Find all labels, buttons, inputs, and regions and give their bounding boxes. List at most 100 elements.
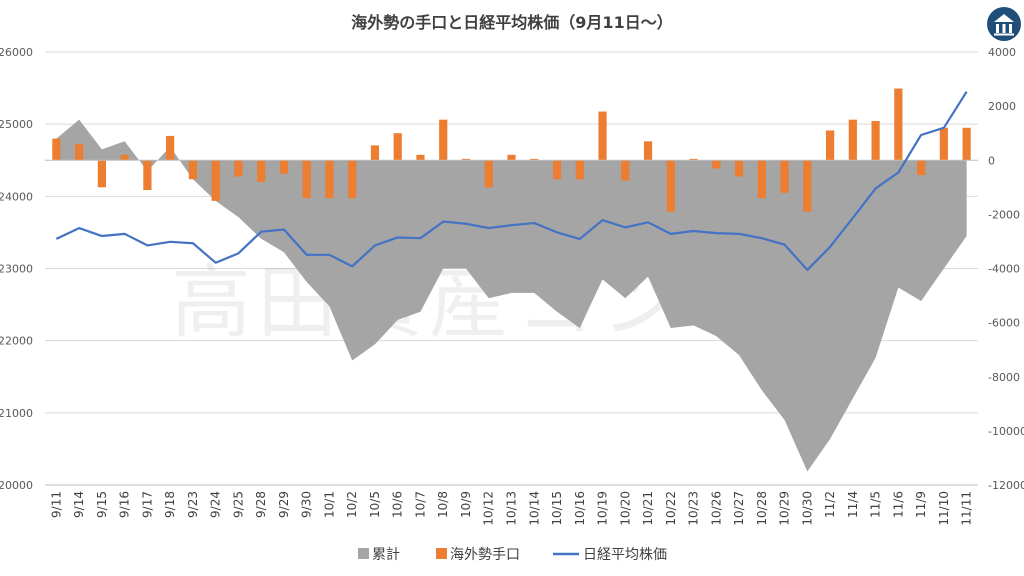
x-tick-label: 10/5 <box>368 491 382 518</box>
left-tick-label: 23000 <box>0 263 33 276</box>
x-tick-label: 10/16 <box>573 491 587 526</box>
logo-base <box>994 33 1014 36</box>
bar <box>143 160 152 191</box>
bar <box>416 154 425 161</box>
x-tick-label: 10/28 <box>755 491 769 526</box>
right-tick-label: -10000 <box>988 425 1024 438</box>
x-tick-label: 11/2 <box>823 491 837 518</box>
legend-swatch <box>358 548 369 559</box>
x-tick-label: 9/25 <box>231 491 245 518</box>
x-tick-label: 9/17 <box>140 491 154 518</box>
x-tick-label: 10/12 <box>482 491 496 526</box>
logo-pillar <box>1009 24 1012 33</box>
x-tick-label: 10/13 <box>505 491 519 526</box>
bar <box>598 111 607 161</box>
bar <box>52 138 61 161</box>
bar <box>621 160 630 181</box>
bar <box>257 160 266 182</box>
bar <box>643 141 653 161</box>
bar <box>439 119 448 161</box>
bar <box>75 144 84 161</box>
left-tick-label: 21000 <box>0 407 33 420</box>
logo-pillar <box>996 24 999 33</box>
x-tick-label: 10/27 <box>732 491 746 526</box>
company-logo <box>987 7 1021 41</box>
bar <box>484 160 493 188</box>
x-tick-label: 9/28 <box>254 491 268 518</box>
x-tick-label: 10/30 <box>800 491 814 526</box>
bar <box>712 160 721 169</box>
x-tick-label: 9/18 <box>163 491 177 518</box>
x-axis: 9/11 9/14 9/15 9/16 9/17 9/18 9/23 9/24 9/25 9/28… <box>45 484 978 526</box>
x-tick-label: 10/23 <box>687 491 701 526</box>
left-tick-label: 20000 <box>0 479 33 492</box>
bar <box>894 88 903 161</box>
x-tick-label: 10/8 <box>436 491 450 518</box>
bar <box>325 160 334 199</box>
x-tick-label: 10/1 <box>322 491 336 518</box>
right-tick-label: 2000 <box>988 100 1016 113</box>
legend-label: 日経平均株価 <box>583 547 667 563</box>
bar <box>393 133 402 161</box>
x-tick-label: 10/9 <box>459 491 473 518</box>
bar <box>689 158 698 161</box>
right-tick-label: 4000 <box>988 46 1016 59</box>
bar <box>848 119 857 161</box>
bar <box>871 121 880 161</box>
x-tick-label: 10/26 <box>709 491 723 526</box>
right-tick-label: -4000 <box>988 263 1020 276</box>
x-tick-label: 9/24 <box>209 491 223 518</box>
left-tick-label: 26000 <box>0 46 33 59</box>
x-tick-label: 11/9 <box>914 491 928 518</box>
bar <box>939 127 948 161</box>
bar <box>461 158 471 161</box>
x-tick-label: 9/29 <box>277 491 291 518</box>
x-tick-label: 11/10 <box>937 491 951 526</box>
x-tick-label: 9/23 <box>186 491 200 518</box>
legend: 累計 海外勢手口 日経平均株価 <box>358 547 667 563</box>
right-tick-label: -12000 <box>988 479 1024 492</box>
bar <box>211 160 220 201</box>
x-tick-label: 9/15 <box>95 491 109 518</box>
x-tick-label: 9/30 <box>300 491 314 518</box>
logo-roof-icon <box>994 14 1014 22</box>
left-tick-label: 24000 <box>0 190 33 203</box>
bar <box>803 160 812 212</box>
bar <box>962 127 971 161</box>
x-tick-label: 10/21 <box>641 491 655 526</box>
bar <box>530 158 539 161</box>
right-tick-label: -8000 <box>988 371 1020 384</box>
bar <box>757 160 766 199</box>
x-tick-label: 11/11 <box>960 491 974 526</box>
legend-label: 累計 <box>372 547 400 563</box>
x-tick-label: 11/6 <box>891 491 905 518</box>
logo-pillar <box>1002 24 1006 33</box>
chart-title: 海外勢の手口と日経平均株価（9月11日～） <box>351 13 672 32</box>
right-axis: -12000 -10000 -8000 -6000 -4000 -2000 0 2000 400… <box>988 46 1024 492</box>
bar <box>279 160 289 174</box>
right-tick-label: 0 <box>988 154 995 167</box>
x-tick-label: 9/11 <box>49 491 63 518</box>
bar <box>734 160 744 177</box>
x-tick-label: 10/14 <box>527 491 541 526</box>
legend-label: 海外勢手口 <box>450 547 520 563</box>
legend-swatch <box>436 548 447 559</box>
bar <box>234 160 243 177</box>
bar <box>302 160 311 199</box>
right-tick-label: -6000 <box>988 317 1020 330</box>
cumulative-area <box>56 119 967 472</box>
x-tick-label: 10/7 <box>413 491 427 518</box>
bar <box>166 135 175 161</box>
x-tick-label: 10/15 <box>550 491 564 526</box>
x-tick-label: 10/22 <box>664 491 678 526</box>
bar <box>370 145 380 161</box>
bar <box>666 160 675 212</box>
bar <box>780 160 789 193</box>
bar <box>507 154 516 161</box>
right-tick-label: -2000 <box>988 208 1020 221</box>
left-axis: 20000 21000 22000 23000 24000 25000 26000 <box>0 46 33 492</box>
bar-layer <box>45 88 978 212</box>
bar <box>552 160 562 180</box>
